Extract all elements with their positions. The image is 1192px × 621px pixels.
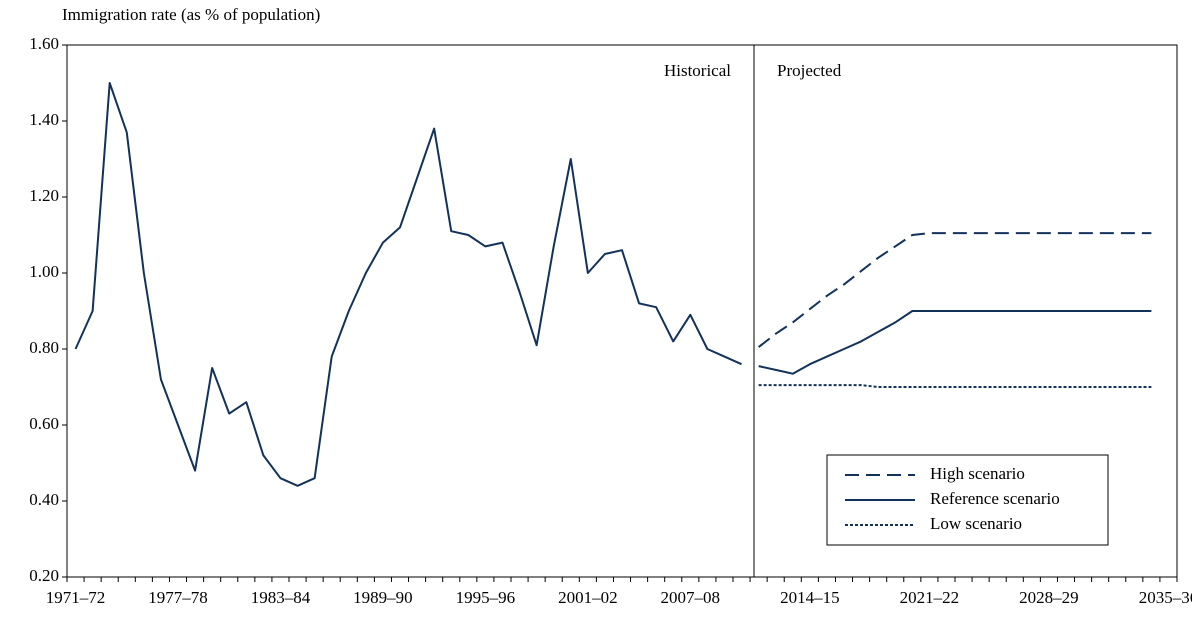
y-tick-label: 0.60 bbox=[29, 414, 59, 433]
x-tick-label: 1995–96 bbox=[456, 588, 516, 607]
x-tick-label: 2001–02 bbox=[558, 588, 618, 607]
x-tick-label: 2028–29 bbox=[1019, 588, 1079, 607]
y-tick-label: 1.40 bbox=[29, 110, 59, 129]
series-line bbox=[74, 82, 742, 487]
x-tick-label: 2014–15 bbox=[780, 588, 840, 607]
legend-label: High scenario bbox=[930, 464, 1025, 483]
annotation: Historical bbox=[664, 61, 731, 80]
annotation: Projected bbox=[777, 61, 842, 80]
x-tick-label: 1977–78 bbox=[148, 588, 208, 607]
legend-label: Reference scenario bbox=[930, 489, 1060, 508]
x-tick-label: 1983–84 bbox=[251, 588, 311, 607]
legend-label: Low scenario bbox=[930, 514, 1022, 533]
x-tick-label: 2007–08 bbox=[661, 588, 721, 607]
y-tick-label: 1.60 bbox=[29, 34, 59, 53]
series-line bbox=[758, 310, 1152, 375]
series-line bbox=[758, 232, 1152, 348]
y-tick-label: 0.20 bbox=[29, 566, 59, 585]
y-tick-label: 1.00 bbox=[29, 262, 59, 281]
y-axis-label: Immigration rate (as % of population) bbox=[62, 5, 320, 24]
y-tick-label: 1.20 bbox=[29, 186, 59, 205]
plot-frame bbox=[66, 44, 1178, 578]
x-tick-label: 2035–36 bbox=[1139, 588, 1192, 607]
y-tick-label: 0.40 bbox=[29, 490, 59, 509]
y-tick-label: 0.80 bbox=[29, 338, 59, 357]
x-tick-label: 2021–22 bbox=[900, 588, 960, 607]
x-tick-label: 1971–72 bbox=[46, 588, 106, 607]
x-tick-label: 1989–90 bbox=[353, 588, 413, 607]
series-line bbox=[758, 384, 1152, 388]
